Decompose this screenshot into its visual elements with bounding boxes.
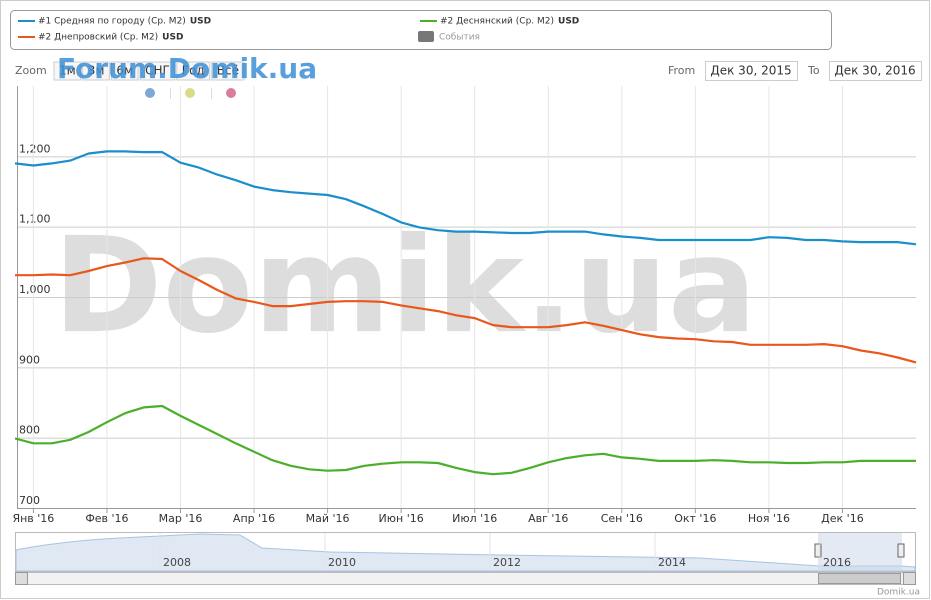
zoom-button-box[interactable] — [211, 61, 245, 81]
x-tick-label: Авг '16 — [528, 512, 568, 525]
x-tick-label: Фев '16 — [85, 512, 128, 525]
x-tick-label: Апр '16 — [233, 512, 275, 525]
from-value[interactable]: Дек 30, 2015 — [710, 64, 791, 78]
navigator-tick-label: 2008 — [163, 556, 191, 569]
zoom-button-label[interactable]: Год — [182, 64, 205, 78]
zoom-button-box[interactable] — [82, 61, 110, 81]
x-tick-label: Июн '16 — [379, 512, 424, 525]
to-input[interactable] — [829, 61, 922, 81]
zoom-button-box[interactable] — [139, 61, 176, 81]
zoom-button-box[interactable] — [110, 61, 139, 81]
y-tick-label: 1,000 — [19, 283, 51, 296]
legend-unit: USD — [162, 33, 183, 43]
legend-label[interactable]: #2 Деснянский (Ср. М2) — [440, 17, 554, 27]
series-line — [14, 150, 917, 246]
legend: #1 Средняя по городу (Ср. М2) USD #2 Днепр… — [18, 17, 579, 43]
scroll-right[interactable] — [903, 572, 916, 585]
y-tick-label: 1,200 — [19, 142, 51, 155]
plot — [14, 150, 917, 476]
zoom-button-box[interactable] — [176, 61, 211, 81]
scrollbar[interactable] — [15, 572, 916, 585]
zoom-button-label[interactable]: Всё — [217, 64, 239, 78]
event-flag[interactable] — [185, 88, 195, 98]
zoom-button-label[interactable]: СНГ — [145, 64, 170, 78]
zoom-button-box[interactable] — [53, 61, 82, 81]
grid: 700 800 900 1,000 1,100 1,200 Янв '16 Фев '16 Ма… — [12, 86, 916, 525]
from-label: From — [668, 64, 695, 77]
x-tick-label: Окт '16 — [674, 512, 716, 525]
y-tick-label: 1,100 — [19, 213, 51, 226]
to-value[interactable]: Дек 30, 2016 — [834, 64, 915, 78]
zoom-button[interactable]: 3м — [82, 61, 110, 81]
event-flag[interactable] — [226, 88, 236, 98]
y-tick-label: 900 — [19, 353, 40, 366]
navigator-handle[interactable] — [814, 543, 822, 558]
navigator-selection[interactable] — [818, 533, 902, 571]
from-input[interactable] — [705, 61, 798, 81]
x-tick-label: Июл '16 — [452, 512, 497, 525]
legend-label[interactable]: События — [439, 33, 480, 43]
series-line — [15, 257, 917, 364]
event-flag[interactable] — [145, 88, 155, 98]
series-line — [14, 404, 916, 476]
navigator: 2008 2010 2012 2014 2016 — [15, 532, 916, 585]
x-tick-label: Мар '16 — [159, 512, 203, 525]
to-label: To — [807, 64, 820, 77]
navigator-handle[interactable] — [897, 543, 905, 558]
zoom-button-label[interactable]: 6м — [116, 64, 133, 78]
legend-box — [10, 10, 832, 50]
credit: Domik.ua — [877, 588, 920, 598]
watermark: Domik.ua — [53, 209, 757, 363]
y-tick-label: 800 — [19, 424, 40, 437]
zoom-button[interactable]: 6м — [110, 61, 139, 81]
navigator-area — [15, 533, 916, 572]
zoom-button-label[interactable]: 1м — [59, 64, 76, 78]
legend-swatch — [418, 31, 434, 42]
forum-watermark: Forum.Domik.ua — [57, 52, 317, 85]
legend-label[interactable]: #1 Средняя по городу (Ср. М2) — [38, 17, 186, 27]
zoom-button-label[interactable]: 3м — [88, 64, 105, 78]
scrollbar-thumb[interactable] — [818, 573, 901, 584]
navigator-tick-label: 2010 — [328, 556, 356, 569]
zoom-buttons: 1м 3м 6м СНГ Год Всё — [53, 61, 245, 81]
zoom-button[interactable]: 1м — [53, 61, 82, 81]
legend-label[interactable]: #2 Днепровский (Ср. М2) — [38, 33, 158, 43]
x-tick-label: Дек '16 — [821, 512, 864, 525]
navigator-ticks: 2008 2010 2012 2014 2016 — [159, 533, 851, 571]
y-tick-label: 700 — [19, 494, 40, 507]
zoom-button[interactable]: СНГ — [139, 61, 176, 81]
zoom-button[interactable]: Год — [176, 61, 211, 81]
zoom-label: Zoom — [15, 64, 47, 77]
scroll-left[interactable] — [15, 572, 28, 585]
navigator-tick-label: 2016 — [823, 556, 851, 569]
x-tick-label: Сен '16 — [601, 512, 643, 525]
x-tick-label: Янв '16 — [12, 512, 54, 525]
x-tick-label: Ноя '16 — [748, 512, 790, 525]
navigator-tick-label: 2014 — [658, 556, 686, 569]
legend-unit: USD — [558, 17, 579, 27]
event-flags — [145, 88, 236, 99]
x-tick-label: Май '16 — [306, 512, 350, 525]
legend-unit: USD — [190, 17, 211, 27]
navigator-tick-label: 2012 — [493, 556, 521, 569]
zoom-button[interactable]: Всё — [211, 61, 245, 81]
